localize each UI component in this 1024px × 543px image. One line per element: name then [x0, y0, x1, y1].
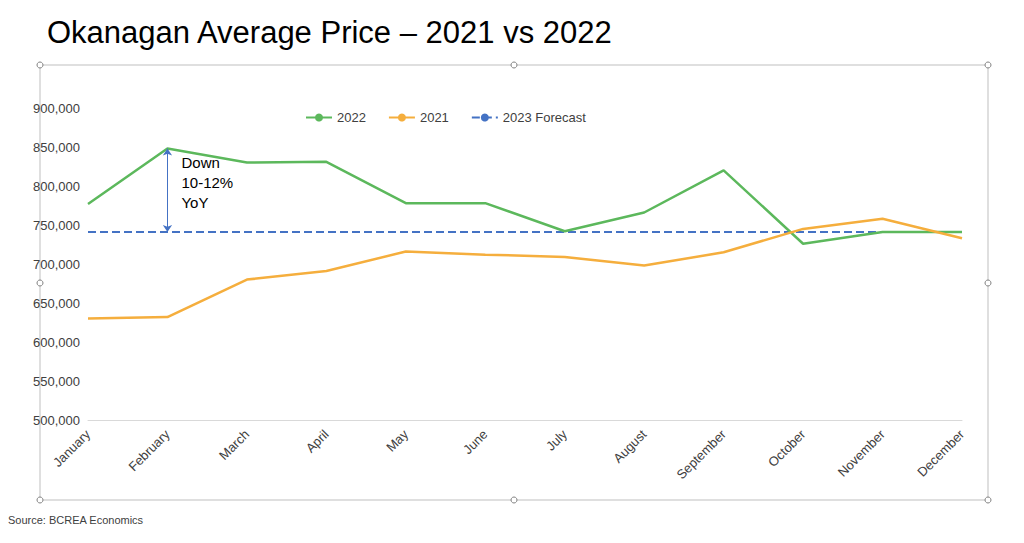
svg-text:10-12%: 10-12% [181, 174, 233, 191]
svg-text:November: November [835, 426, 888, 479]
svg-text:October: October [765, 426, 809, 470]
svg-text:500,000: 500,000 [33, 413, 80, 428]
svg-text:750,000: 750,000 [33, 218, 80, 233]
svg-text:January: January [50, 426, 94, 470]
svg-text:650,000: 650,000 [33, 296, 80, 311]
svg-text:April: April [303, 427, 332, 456]
svg-text:900,000: 900,000 [33, 101, 80, 116]
svg-text:December: December [914, 426, 967, 479]
svg-text:850,000: 850,000 [33, 140, 80, 155]
svg-text:February: February [125, 426, 173, 474]
svg-text:2023 Forecast: 2023 Forecast [503, 110, 586, 125]
svg-text:Source: BCREA Economics: Source: BCREA Economics [8, 514, 144, 526]
svg-text:Down: Down [181, 154, 220, 172]
svg-text:Okanagan Average Price – 2021: Okanagan Average Price – 2021 vs 2022 [47, 15, 612, 50]
svg-text:August: August [610, 426, 649, 465]
svg-text:700,000: 700,000 [33, 257, 80, 272]
svg-text:YoY: YoY [181, 194, 208, 211]
svg-text:800,000: 800,000 [33, 179, 80, 194]
svg-text:550,000: 550,000 [33, 374, 80, 389]
svg-text:March: March [216, 427, 252, 463]
svg-text:May: May [383, 426, 411, 454]
svg-text:July: July [543, 426, 570, 453]
svg-text:June: June [460, 427, 491, 458]
svg-text:September: September [673, 426, 729, 482]
svg-text:600,000: 600,000 [33, 335, 80, 350]
svg-text:2021: 2021 [420, 110, 449, 125]
svg-text:2022: 2022 [337, 110, 366, 125]
